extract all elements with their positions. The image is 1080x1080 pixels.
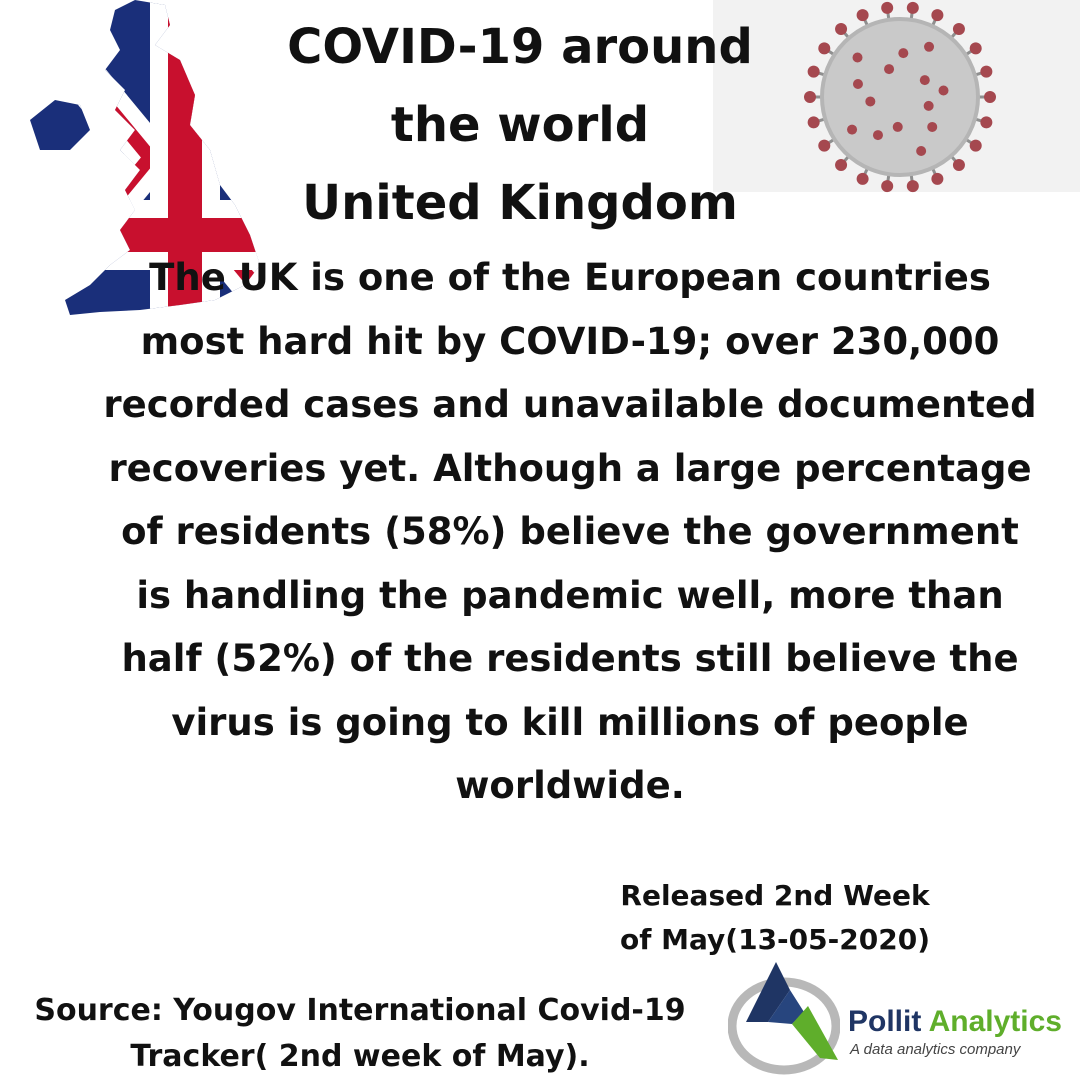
virus-spike [952,159,965,172]
virus-spike [952,22,965,35]
uk-flag-map-image [30,0,260,315]
company-name: Pollit Analytics [848,1005,1062,1039]
pollit-logo-icon [728,962,840,1075]
virus-spike [807,65,820,78]
virus-surface-spike [927,121,938,132]
virus-surface-spike [884,64,895,75]
virus-surface-spike [852,78,863,89]
virus-spike [969,139,982,152]
virus-surface-spike [872,130,883,141]
virus-spike [984,91,996,103]
virus-spike [835,22,848,35]
title-line: United Kingdom [302,175,738,231]
virus-spike [856,9,869,22]
release-line: Released 2nd Week [620,879,930,912]
virus-spike [906,1,919,14]
virus-surface-spike [916,146,927,157]
virus-surface-spike [923,100,934,111]
virus-spike [856,172,869,185]
virus-surface-spike [898,48,909,59]
virus-spike [931,9,944,22]
source-line: Source: Yougov International Covid-19 [34,993,686,1028]
virus-spike [969,42,982,55]
virus-spike [906,180,919,193]
title-line: COVID-19 around [287,19,753,75]
virus-spike [980,65,993,78]
coronavirus-image [804,1,996,193]
virus-spike [818,42,831,55]
virus-spike [835,159,848,172]
company-name-part2: Analytics [928,1005,1062,1038]
virus-surface-spike [847,124,858,135]
virus-spike [881,180,894,193]
virus-spike [804,91,816,103]
virus-surface-spike [938,85,949,96]
virus-spike [931,172,944,185]
release-line: of May(13-05-2020) [619,923,930,956]
release-date: Released 2nd Week of May(13-05-2020) [580,874,970,962]
virus-surface-spike [852,52,863,63]
company-tagline: A data analytics company [850,1041,1021,1058]
body-paragraph: The UK is one of the European countries … [103,256,1037,807]
virus-spike [980,116,993,129]
virus-spike [807,116,820,129]
virus-surface-spike [865,96,876,107]
source-citation: Source: Yougov International Covid-19 Tr… [0,988,720,1080]
virus-surface-spike [924,41,935,52]
virus-spike [818,139,831,152]
virus-spike [881,1,894,14]
title-line: the world [390,97,650,153]
page-title: COVID-19 around the world United Kingdom [230,8,810,242]
source-line: Tracker( 2nd week of May). [130,1039,590,1074]
company-name-part1: Pollit [848,1005,922,1038]
virus-surface-spike [892,121,903,132]
virus-surface-spike [919,75,930,86]
